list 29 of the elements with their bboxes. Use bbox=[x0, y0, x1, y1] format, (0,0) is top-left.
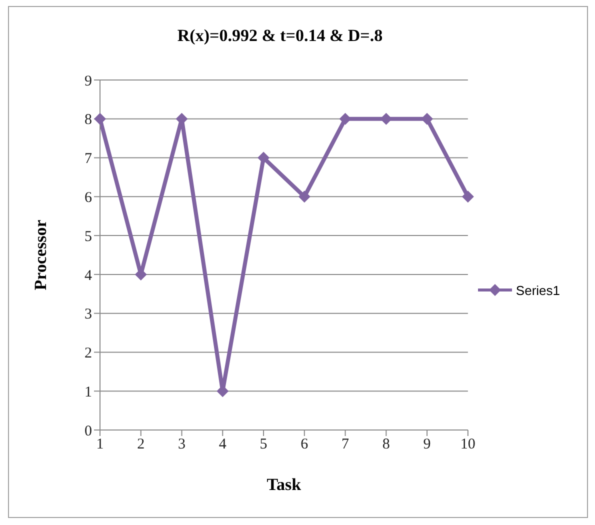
y-tick-label: 1 bbox=[84, 384, 92, 400]
y-axis-title: Processor bbox=[31, 219, 50, 290]
y-tick-label: 2 bbox=[84, 346, 92, 362]
x-tick-label: 4 bbox=[218, 436, 227, 453]
point bbox=[421, 112, 434, 125]
y-tick-label: 6 bbox=[84, 190, 92, 206]
point bbox=[258, 152, 270, 164]
y-tick-label: 3 bbox=[84, 306, 92, 323]
x-tick-label: 3 bbox=[178, 436, 186, 453]
x-tick-label: 10 bbox=[460, 436, 476, 453]
point bbox=[94, 112, 106, 125]
y-tick-label: 9 bbox=[84, 73, 92, 90]
x-tick-label: 5 bbox=[260, 436, 268, 453]
x-tick-label: 6 bbox=[300, 436, 309, 453]
y-tick-label: 5 bbox=[84, 228, 92, 245]
x-tick-label: 9 bbox=[423, 436, 431, 453]
y-tick-label: 7 bbox=[84, 151, 92, 168]
x-tick-label: 7 bbox=[342, 436, 350, 453]
y-tick-label: 8 bbox=[84, 112, 92, 128]
x-axis-title: Task bbox=[266, 475, 302, 494]
y-tick-label: 4 bbox=[84, 268, 92, 284]
x-tick-label: 1 bbox=[96, 436, 104, 453]
chart-title: R(x)=0.992 & t=0.14 & D=.8 bbox=[176, 26, 384, 46]
x-tick-label: 8 bbox=[382, 436, 390, 453]
point bbox=[298, 190, 310, 203]
y-tick-label: 0 bbox=[84, 423, 92, 440]
x-tick-label: 2 bbox=[137, 436, 145, 453]
point bbox=[462, 190, 474, 203]
legend-label: Series1 bbox=[516, 282, 560, 298]
